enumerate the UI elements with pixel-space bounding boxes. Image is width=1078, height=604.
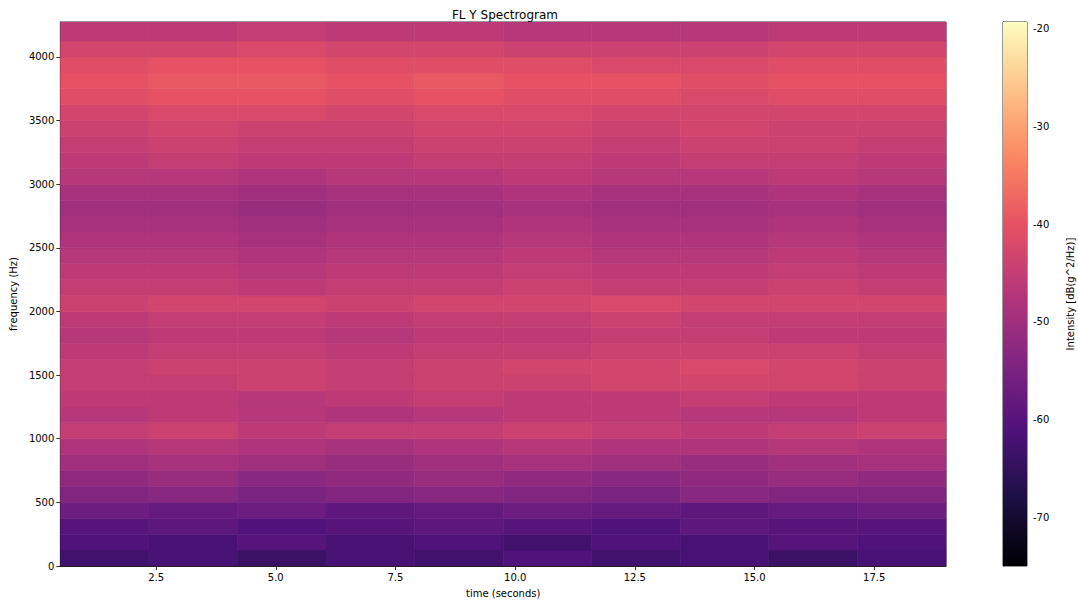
svg-text:-60: -60: [1033, 414, 1049, 425]
svg-text:3000: 3000: [29, 179, 54, 190]
svg-text:2500: 2500: [29, 242, 54, 253]
svg-text:2.5: 2.5: [148, 572, 164, 583]
svg-text:1500: 1500: [29, 370, 54, 381]
svg-text:0: 0: [48, 561, 54, 572]
svg-text:-20: -20: [1033, 23, 1049, 34]
svg-text:FL Y Spectrogram: FL Y Spectrogram: [452, 8, 558, 22]
svg-text:500: 500: [35, 497, 54, 508]
svg-text:-50: -50: [1033, 316, 1049, 327]
svg-text:17.5: 17.5: [863, 572, 885, 583]
svg-text:-30: -30: [1033, 121, 1049, 132]
svg-text:15.0: 15.0: [743, 572, 765, 583]
svg-text:2000: 2000: [29, 306, 54, 317]
svg-text:1000: 1000: [29, 433, 54, 444]
svg-text:frequency (Hz): frequency (Hz): [8, 257, 19, 331]
svg-text:4000: 4000: [29, 51, 54, 62]
svg-text:3500: 3500: [29, 115, 54, 126]
svg-text:10.0: 10.0: [504, 572, 526, 583]
svg-text:-40: -40: [1033, 219, 1049, 230]
svg-text:Intensity [dB(g^2/Hz)]: Intensity [dB(g^2/Hz)]: [1065, 238, 1076, 351]
svg-text:time (seconds): time (seconds): [466, 588, 541, 599]
svg-text:7.5: 7.5: [388, 572, 404, 583]
svg-text:5.0: 5.0: [268, 572, 284, 583]
svg-text:-70: -70: [1033, 512, 1049, 523]
svg-text:12.5: 12.5: [624, 572, 646, 583]
